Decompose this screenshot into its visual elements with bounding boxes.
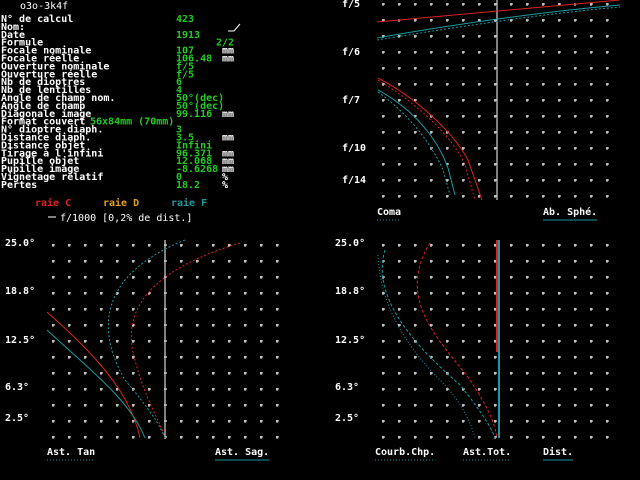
param-label: Ouverture nominale bbox=[1, 60, 109, 72]
curve bbox=[46, 311, 141, 439]
param-label: Angle de champ nom. bbox=[1, 93, 115, 104]
param-value: 106.48 bbox=[176, 54, 212, 65]
param-value: 50°(dec) bbox=[176, 93, 224, 104]
param-value: 2/2 bbox=[216, 38, 234, 49]
param-label: Vignetage relatif bbox=[1, 171, 103, 183]
curve bbox=[416, 242, 498, 439]
curve bbox=[46, 329, 146, 439]
panel-label: Ab. Sphé. bbox=[543, 206, 597, 218]
y-label: 6.3° bbox=[335, 382, 359, 393]
param-value: 99.116 bbox=[176, 109, 212, 120]
y-label: 25.0° bbox=[5, 238, 35, 249]
curve bbox=[377, 77, 483, 201]
param-unit: mm bbox=[222, 148, 234, 159]
legend-scale: f/1000 [0,2% de dist.] bbox=[60, 213, 192, 224]
panel-label: Ast.Tot. bbox=[463, 447, 511, 458]
param-unit: mm bbox=[222, 164, 234, 175]
param-label: Distance diaph. bbox=[1, 132, 91, 144]
param-value: 1913 bbox=[176, 30, 200, 41]
curve bbox=[377, 89, 456, 196]
panel-label: Dist. bbox=[543, 446, 573, 458]
param-value: 0 bbox=[176, 172, 182, 183]
curve bbox=[376, 4, 621, 39]
y-label: 25.0° bbox=[335, 238, 365, 249]
param-value: 3 bbox=[176, 125, 182, 136]
legend-item: raie C bbox=[35, 197, 71, 209]
name-symbol bbox=[228, 23, 241, 32]
param-label: Tirage à l'infini bbox=[1, 147, 103, 159]
legend-item: raie D bbox=[103, 197, 139, 209]
param-value: 6 bbox=[176, 77, 182, 88]
curve bbox=[381, 249, 496, 439]
param-value: f/5 bbox=[176, 69, 194, 80]
param-value: 107 bbox=[176, 46, 194, 57]
param-label: Focale réelle bbox=[1, 53, 79, 65]
param-label: Formule bbox=[1, 38, 43, 49]
param-value: 12.068 bbox=[176, 156, 212, 167]
param-label: Nb de dioptres bbox=[1, 76, 85, 88]
param-value: 4 bbox=[176, 85, 182, 96]
y-label: f/5 bbox=[342, 0, 360, 10]
curve bbox=[376, 6, 621, 41]
curve bbox=[130, 242, 241, 439]
param-value: 18.2 bbox=[176, 180, 200, 191]
param-value: Infini bbox=[176, 139, 212, 151]
y-label: 6.3° bbox=[5, 382, 29, 393]
param-label: Format couvert bbox=[1, 117, 85, 128]
y-label: f/10 bbox=[342, 143, 366, 154]
param-unit: mm bbox=[222, 46, 234, 57]
param-label: Pertes bbox=[1, 180, 37, 191]
param-label: Nom: bbox=[1, 22, 25, 33]
param-value: 96.371 bbox=[176, 148, 212, 159]
curve bbox=[107, 239, 186, 439]
y-label: f/6 bbox=[342, 47, 360, 58]
param-unit: % bbox=[222, 180, 228, 191]
curve bbox=[377, 91, 451, 196]
param-label: Pupille image bbox=[1, 163, 79, 175]
panel-label: Coma bbox=[377, 207, 401, 218]
param-value: 423 bbox=[176, 14, 194, 25]
param-unit: mm bbox=[222, 133, 234, 144]
window-title: o3o-3k4f bbox=[20, 1, 68, 12]
param-label: Angle de champ bbox=[1, 101, 85, 112]
param-label: Date bbox=[1, 30, 25, 41]
param-label: Ouverture réelle bbox=[1, 68, 97, 80]
param-unit: mm bbox=[222, 109, 234, 120]
param-label: Nb de lentilles bbox=[1, 84, 91, 96]
y-label: f/14 bbox=[342, 175, 366, 186]
curve bbox=[377, 254, 476, 439]
panel-label: Ast. Sag. bbox=[215, 447, 269, 458]
panel-label: Courb.Chp. bbox=[375, 447, 435, 458]
y-label: f/7 bbox=[342, 95, 360, 106]
param-label: Distance objet bbox=[1, 139, 85, 151]
param-unit: mm bbox=[222, 156, 234, 167]
y-label: 18.8° bbox=[5, 286, 35, 297]
param-label: Focale nominale bbox=[1, 45, 91, 57]
param-label: Diagonale image bbox=[1, 108, 91, 120]
curve bbox=[377, 79, 476, 201]
curve bbox=[376, 0, 621, 23]
param-unit: % bbox=[222, 172, 228, 183]
panel-label: Ast. Tan bbox=[47, 447, 95, 458]
param-value: f/5 bbox=[176, 61, 194, 72]
param-label: N° dioptre diaph. bbox=[1, 124, 103, 136]
legend-item: raie F bbox=[171, 197, 207, 209]
param-value: 3.5 bbox=[176, 133, 194, 144]
y-label: 18.8° bbox=[335, 286, 365, 297]
y-label: 2.5° bbox=[5, 413, 29, 424]
param-label: N° de calcul bbox=[1, 14, 73, 25]
y-label: 12.5° bbox=[5, 335, 35, 346]
param-value: 50°(dec) bbox=[176, 101, 224, 112]
param-value: 56x84mm (70mm) bbox=[90, 117, 174, 128]
param-unit: mm bbox=[222, 54, 234, 65]
y-label: 2.5° bbox=[335, 413, 359, 424]
param-label: Pupille objet bbox=[1, 155, 79, 167]
y-label: 12.5° bbox=[335, 335, 365, 346]
param-value: -8.6268 bbox=[176, 164, 218, 175]
dot-grid bbox=[52, 3, 609, 439]
